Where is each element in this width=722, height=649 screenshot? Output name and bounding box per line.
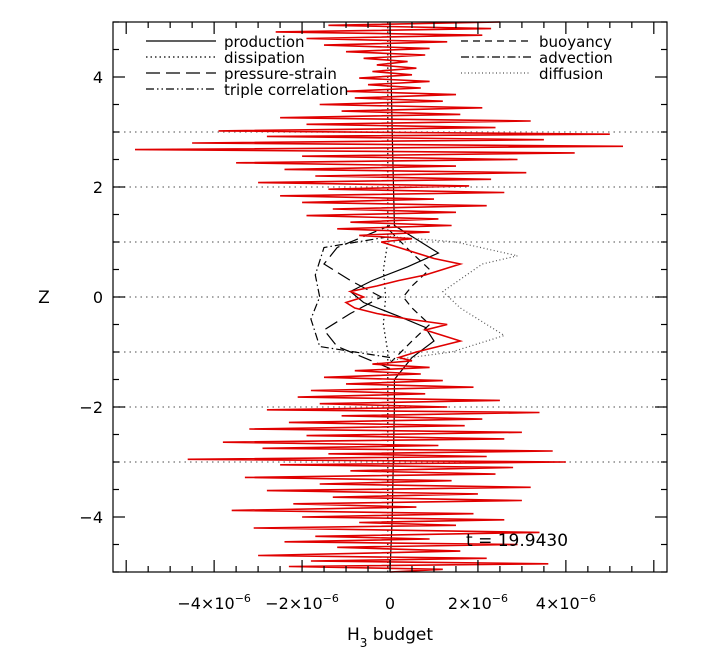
legend-item-buoyancy: buoyancy [461,33,612,51]
legend-label: triple correlation [224,81,348,99]
axis-ticks: −4×10−6 −2×10−6 0 2×10−6 4×10−6 −4 −2 0 2 4 [79,21,667,613]
y-tick-label: −4 [79,508,103,527]
legend-item-diffusion: diffusion [461,65,603,83]
legend-label: dissipation [224,49,305,67]
x-tick-label: −4×10−6 [177,592,251,613]
x-tick-label: 4×10−6 [536,592,596,613]
y-tick-label: 2 [93,178,103,197]
x-tick-label: −2×10−6 [265,592,339,613]
legend-item-advection: advection [461,49,613,67]
legend-item-triple-correlation: triple correlation [146,81,348,99]
y-tick-label: 4 [93,68,103,87]
y-tick-label: 0 [93,288,103,307]
legend-label: advection [539,49,613,67]
x-axis-label: H3 budget [347,625,433,649]
legend-label: diffusion [539,65,603,83]
legend-item-production: production [146,33,305,51]
legend-item-pressure-strain: pressure-strain [146,65,337,83]
x-tick-label: 2×10−6 [448,592,508,613]
series-total-budget [134,21,624,573]
y-axis-label: Z [38,288,50,308]
time-annotation: t = 19.9430 [466,531,568,551]
x-axis-label-rest: budget [367,625,433,645]
legend-label: buoyancy [539,33,612,51]
series-diffusion [389,235,518,361]
series-pressure-strain [323,224,391,370]
series-advection [310,235,391,359]
legend-item-dissipation: dissipation [146,49,305,67]
y-tick-label: −2 [79,398,103,417]
series-dissipation [382,22,389,572]
x-axis-label-sub: 3 [360,636,368,649]
legend: productiondissipationpressure-straintrip… [146,33,613,99]
x-axis-label-main: H [347,625,360,645]
legend-label: production [224,33,305,51]
x-tick-label: 0 [385,594,395,613]
legend-label: pressure-strain [224,65,337,83]
total-budget-series [134,21,624,573]
series-buoyancy [389,230,431,364]
